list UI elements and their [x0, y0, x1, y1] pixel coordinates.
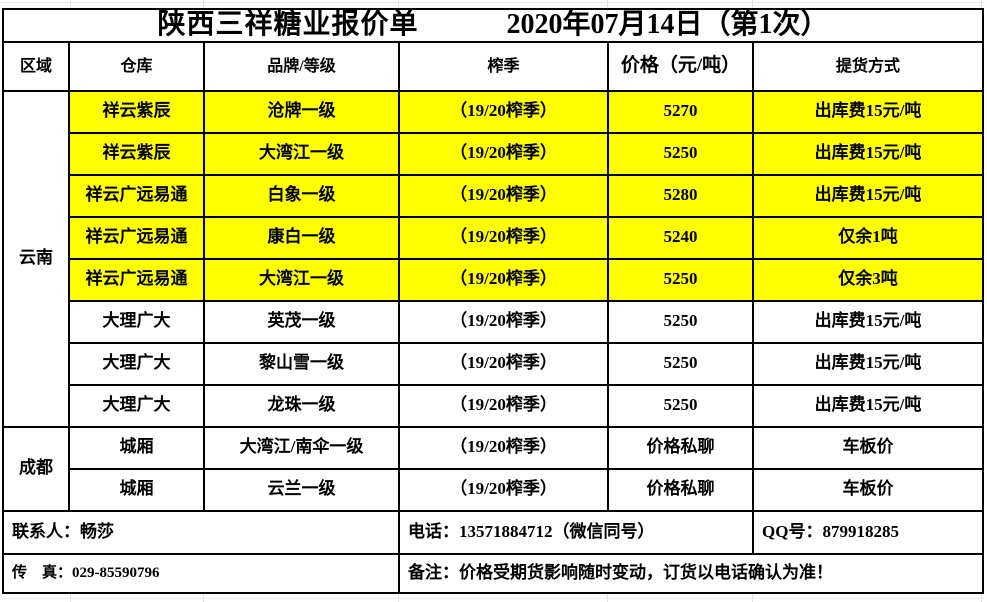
region-cell: 成都	[2, 425, 70, 512]
warehouse-cell: 城厢	[68, 425, 205, 470]
table-row: 祥云广远易通 白象一级 （19/20榨季） 5280 出库费15元/吨	[3, 173, 984, 218]
season-cell: （19/20榨季）	[398, 173, 609, 218]
price-cell: 5250	[607, 383, 754, 428]
fax-cell: 传 真：029-85590796	[2, 552, 400, 594]
season-cell: （19/20榨季）	[398, 383, 609, 428]
table-row: 成都 城厢 大湾江/南伞一级 （19/20榨季） 价格私聊 车板价	[2, 425, 984, 512]
season-cell: （19/20榨季）	[398, 299, 609, 344]
brand-cell: 康白一级	[203, 215, 400, 260]
phone-cell: 电话：13571884712（微信同号）	[398, 509, 754, 555]
qq-cell: QQ号：879918285	[752, 509, 984, 555]
table-row: 大理广大 龙珠一级 （19/20榨季） 5250 出库费15元/吨	[3, 383, 984, 428]
price-cell: 5250	[607, 299, 754, 344]
warehouse-cell: 大理广大	[68, 299, 205, 344]
season-cell: （19/20榨季）	[398, 257, 609, 302]
season-cell: （19/20榨季）	[398, 131, 609, 176]
season-cell: （19/20榨季）	[398, 425, 609, 470]
brand-cell: 大湾江/南伞一级	[203, 425, 400, 470]
brand-cell: 沧牌一级	[203, 89, 400, 134]
table-row: 祥云紫辰 大湾江一级 （19/20榨季） 5250 出库费15元/吨	[3, 131, 984, 176]
brand-cell: 英茂一级	[203, 299, 400, 344]
warehouse-cell: 祥云紫辰	[68, 131, 205, 176]
warehouse-cell: 祥云广远易通	[68, 215, 205, 260]
table-header-row: 区域 仓库 品牌/等级 榨季 价格（元/吨） 提货方式	[2, 40, 984, 92]
brand-cell: 大湾江一级	[203, 131, 400, 176]
page-title: 陕西三祥糖业报价单	[157, 9, 419, 40]
price-cell: 5280	[607, 173, 754, 218]
header-season: 榨季	[398, 40, 609, 92]
pickup-cell: 出库费15元/吨	[752, 383, 984, 428]
pickup-cell: 出库费15元/吨	[752, 173, 984, 218]
top-gridline-strip	[0, 0, 985, 8]
title-row: 陕西三祥糖业报价单 2020年07月14日（第1次）	[2, 8, 984, 43]
brand-cell: 大湾江一级	[203, 257, 400, 302]
price-cell: 5250	[607, 257, 754, 302]
price-quote-table: 陕西三祥糖业报价单 2020年07月14日（第1次） 区域 仓库 品牌/等级 榨…	[2, 8, 984, 594]
price-cell: 5270	[607, 89, 754, 134]
brand-cell: 龙珠一级	[203, 383, 400, 428]
footer-note-row: 传 真：029-85590796 备注：价格受期货影响随时变动，订货以电话确认为…	[2, 552, 984, 594]
table-row: 祥云广远易通 康白一级 （19/20榨季） 5240 仅余1吨	[3, 215, 984, 260]
season-cell: （19/20榨季）	[398, 215, 609, 260]
price-cell: 价格私聊	[607, 467, 754, 512]
header-brand: 品牌/等级	[203, 40, 400, 92]
note-cell: 备注：价格受期货影响随时变动，订货以电话确认为准！	[398, 552, 984, 594]
title-date: 2020年07月14日（第1次）	[506, 9, 829, 40]
table-row: 大理广大 英茂一级 （19/20榨季） 5250 出库费15元/吨	[3, 299, 984, 344]
pickup-cell: 仅余1吨	[752, 215, 984, 260]
table-row: 云南 祥云紫辰 沧牌一级 （19/20榨季） 5270 出库费15元/吨	[2, 89, 984, 428]
contact-cell: 联系人：畅莎	[2, 509, 400, 555]
season-cell: （19/20榨季）	[398, 467, 609, 512]
brand-cell: 黎山雪一级	[203, 341, 400, 386]
warehouse-cell: 祥云广远易通	[68, 257, 205, 302]
pickup-cell: 车板价	[752, 425, 984, 470]
season-cell: （19/20榨季）	[398, 89, 609, 134]
warehouse-cell: 大理广大	[68, 383, 205, 428]
brand-cell: 白象一级	[203, 173, 400, 218]
warehouse-cell: 祥云广远易通	[68, 173, 205, 218]
header-pickup: 提货方式	[752, 40, 984, 92]
price-cell: 5250	[607, 341, 754, 386]
pickup-cell: 出库费15元/吨	[752, 131, 984, 176]
header-region: 区域	[2, 40, 70, 92]
table-row: 祥云广远易通 大湾江一级 （19/20榨季） 5250 仅余3吨	[3, 257, 984, 302]
pickup-cell: 车板价	[752, 467, 984, 512]
table-row: 城厢 云兰一级 （19/20榨季） 价格私聊 车板价	[3, 467, 984, 512]
warehouse-cell: 城厢	[68, 467, 205, 512]
header-warehouse: 仓库	[68, 40, 205, 92]
header-price: 价格（元/吨）	[607, 40, 754, 92]
pickup-cell: 出库费15元/吨	[752, 89, 984, 134]
pickup-cell: 仅余3吨	[752, 257, 984, 302]
pickup-cell: 出库费15元/吨	[752, 341, 984, 386]
season-cell: （19/20榨季）	[398, 341, 609, 386]
table-row: 大理广大 黎山雪一级 （19/20榨季） 5250 出库费15元/吨	[3, 341, 984, 386]
warehouse-cell: 祥云紫辰	[68, 89, 205, 134]
footer-contact-row: 联系人：畅莎 电话：13571884712（微信同号） QQ号：87991828…	[2, 509, 984, 555]
pickup-cell: 出库费15元/吨	[752, 299, 984, 344]
region-cell: 云南	[2, 89, 70, 428]
quote-table-body: 陕西三祥糖业报价单 2020年07月14日（第1次） 区域 仓库 品牌/等级 榨…	[2, 8, 984, 594]
price-cell: 5250	[607, 131, 754, 176]
bottom-gridline-strip	[0, 593, 985, 602]
price-cell: 价格私聊	[607, 425, 754, 470]
price-cell: 5240	[607, 215, 754, 260]
brand-cell: 云兰一级	[203, 467, 400, 512]
warehouse-cell: 大理广大	[68, 341, 205, 386]
